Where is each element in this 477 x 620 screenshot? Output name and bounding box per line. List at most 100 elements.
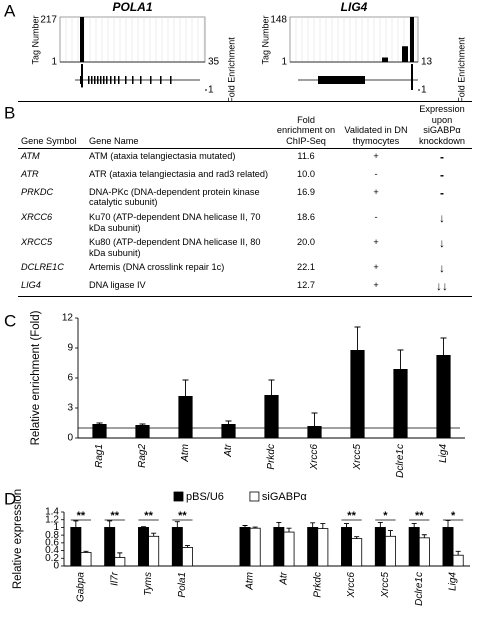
error-bar	[252, 526, 258, 529]
table-row: XRCC6 Ku70 (ATP-dependent DNA helicase II…	[18, 210, 472, 235]
legend-label: siGABPα	[262, 491, 308, 503]
bar	[171, 527, 183, 567]
bar	[307, 426, 322, 438]
legend-swatch	[173, 491, 184, 502]
exon	[160, 76, 162, 84]
table-cell: -	[440, 168, 444, 183]
bar	[80, 552, 92, 567]
error-bar	[107, 520, 113, 528]
exon	[114, 76, 116, 84]
y2-top-label: 13	[421, 57, 433, 68]
x-tick-label: Lig4	[438, 444, 449, 463]
error-bar	[268, 379, 275, 395]
bar	[442, 527, 454, 567]
y-tick-label: 0.8	[45, 530, 59, 541]
table-cell: 16.9	[297, 186, 315, 197]
significance-label: **	[178, 510, 187, 522]
table-cell: +	[373, 237, 379, 248]
tag-peak	[410, 17, 414, 62]
error-bar	[117, 552, 123, 558]
error-bar	[184, 545, 190, 548]
table-cell: PRKDC	[21, 186, 54, 197]
table-cell: 20.0	[297, 237, 315, 248]
error-bar	[455, 550, 461, 556]
table-cell: XRCC5	[21, 237, 53, 248]
error-bar	[242, 525, 248, 528]
panel-label: D	[4, 489, 16, 508]
table-cell: ↓	[439, 236, 445, 251]
error-bar	[141, 526, 147, 528]
y-tick-label: 0	[67, 433, 73, 444]
table-row: DCLRE1C Artemis (DNA crosslink repair 1c)…	[18, 260, 472, 278]
x-tick-label: Dclre1c	[414, 572, 425, 606]
exon	[91, 76, 93, 84]
bar	[374, 527, 386, 567]
bar	[92, 424, 107, 438]
error-bar	[440, 337, 447, 355]
legend-label: pBS/U6	[186, 491, 224, 503]
header-cell: Fold enrichment on ChIP-Seq	[272, 100, 340, 150]
bar	[350, 350, 365, 438]
x-tick-label: Prkdc	[312, 572, 323, 598]
x-tick-label: Pola1	[177, 572, 188, 598]
error-bar	[411, 523, 417, 528]
error-bar	[276, 521, 282, 528]
bar	[408, 527, 420, 567]
y2-axis-title: Fold Enrichment	[226, 37, 236, 103]
x-tick-label: Rag1	[94, 444, 105, 468]
table-cell: -	[440, 185, 444, 200]
bar	[70, 527, 82, 567]
table-row: ATR ATR (ataxia telangiectasia and rad3 r…	[18, 167, 472, 185]
significance-label: **	[347, 510, 356, 522]
error-bar	[311, 412, 318, 426]
y-top-label: 148	[270, 15, 287, 26]
table: Gene Symbol Gene Name Fold enrichment on…	[18, 100, 472, 297]
error-bar	[310, 522, 316, 528]
exon	[125, 76, 127, 84]
exon	[170, 76, 172, 84]
table-row: LIG4 DNA ligase IV 12.7 + ↓↓	[18, 278, 472, 297]
y-tick-label: 0.6	[45, 537, 59, 548]
table-cell: Ku70 (ATP-dependent DNA helicase II, 70 …	[89, 212, 261, 233]
x-tick-label: Il7r	[109, 571, 120, 586]
bar	[418, 537, 430, 567]
error-bar	[182, 379, 189, 396]
y-tick-label: 1	[53, 522, 59, 533]
header-cell: Validated in DN thymocytes	[340, 100, 412, 150]
table-cell: ATR (ataxia telangiectasia and rad3 rela…	[89, 169, 269, 180]
exon	[103, 76, 105, 84]
y-tick-label: 1.4	[45, 507, 59, 518]
bar	[283, 531, 295, 567]
y-axis-title: Tag Number	[260, 15, 270, 64]
table-row: XRCC5 Ku80 (ATP-dependent DNA helicase II…	[18, 235, 472, 260]
table-cell: ATM	[21, 151, 40, 162]
track-title: POLA1	[112, 0, 152, 14]
table-cell: DNA-PKc (DNA-dependent protein kinase ca…	[89, 186, 260, 208]
table-cell: 11.6	[297, 151, 315, 162]
header-cell: Expression upon siGABPα knockdown	[412, 100, 472, 150]
table-cell: -	[374, 212, 378, 223]
table-cell: ↓↓	[412, 278, 472, 297]
y2-bottom-label: 1	[208, 85, 214, 96]
bar	[221, 424, 236, 438]
bar	[385, 535, 396, 567]
bar	[273, 527, 285, 567]
y-tick-label: 3	[67, 403, 73, 414]
y-bottom-label: 1	[281, 57, 287, 68]
table-cell: Artemis (DNA crosslink repair 1c)	[89, 262, 225, 273]
tag-peak	[80, 17, 84, 62]
error-bar	[151, 532, 157, 537]
bar	[138, 527, 149, 567]
x-tick-label: Rag2	[137, 444, 148, 468]
exon	[110, 76, 112, 84]
error-bar	[286, 527, 292, 533]
table-cell: -	[374, 169, 378, 180]
y2-bottom-label: 1	[421, 85, 427, 96]
exon	[97, 76, 99, 84]
error-bar	[225, 420, 232, 424]
exon	[118, 76, 120, 84]
bar	[148, 535, 160, 567]
significance-label: **	[77, 510, 86, 522]
